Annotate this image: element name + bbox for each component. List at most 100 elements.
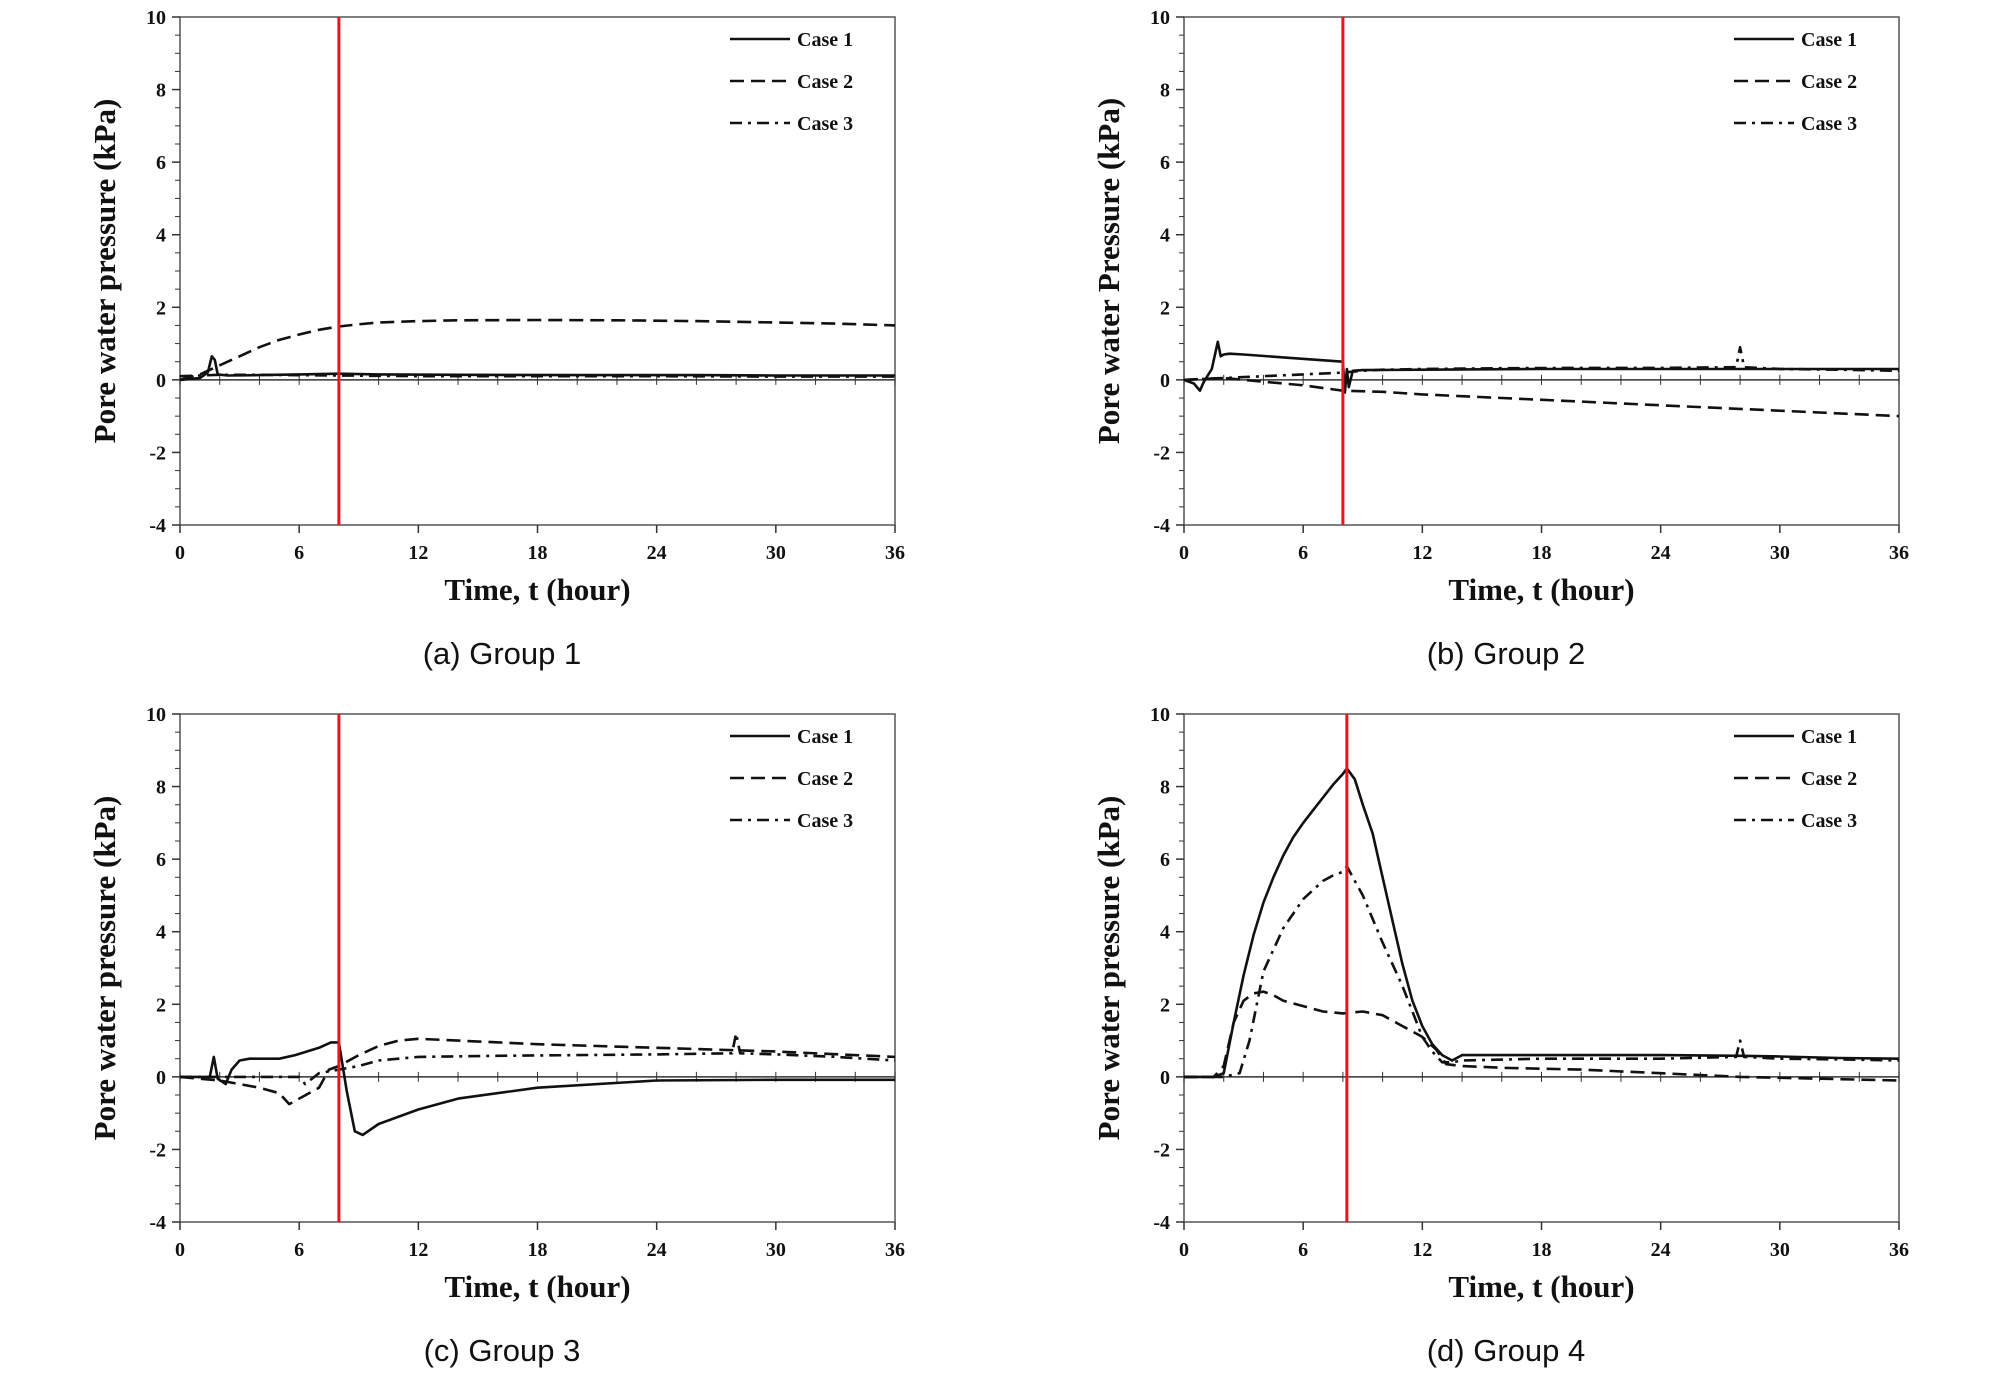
chart-plot: 0 6 12 18 24 30 36 10 8 6 4 2 0 -2 -4 Time, t (hour) Por… <box>1091 704 1909 1304</box>
y-tick-label: 4 <box>156 225 166 247</box>
legend-label: Case 3 <box>797 810 853 832</box>
series-line-case-2 <box>1184 990 1900 1082</box>
y-tick-label: 2 <box>156 994 166 1016</box>
x-tick-label: 6 <box>294 542 304 564</box>
legend-label: Case 1 <box>1801 29 1857 51</box>
x-tick-label: 30 <box>1770 1239 1790 1261</box>
chart-group-4: 0 6 12 18 24 30 36 10 8 6 4 2 0 -2 -4 Time, t (hour) Por… <box>1004 697 2008 1394</box>
x-tick-label: 24 <box>647 1239 667 1261</box>
y-tick-label: -2 <box>1153 1139 1170 1161</box>
chart-caption: (c) Group 3 <box>423 1333 581 1368</box>
x-tick-label: 36 <box>1889 542 1909 564</box>
y-tick-label: 2 <box>1160 994 1170 1016</box>
y-axis-title: Pore water pressure (kPa) <box>87 99 122 444</box>
x-tick-label: 18 <box>1532 1239 1552 1261</box>
y-tick-label: -4 <box>149 515 166 537</box>
x-tick-label: 24 <box>647 542 667 564</box>
y-tick-label: 2 <box>156 297 166 319</box>
x-tick-label: 30 <box>766 1239 786 1261</box>
series-line-case-3 <box>180 1031 896 1086</box>
y-tick-label: 0 <box>156 370 166 392</box>
y-tick-label: 6 <box>156 152 166 174</box>
y-tick-label: 10 <box>146 704 166 726</box>
y-tick-label: 0 <box>156 1067 166 1089</box>
x-axis-title: Time, t (hour) <box>444 572 630 607</box>
series-line-case-2 <box>1183 376 1900 418</box>
series-line-case-2 <box>179 1037 896 1106</box>
chart-group-1: 0 6 12 18 24 30 36 10 8 6 4 2 0 -2 -4 Time, t (hour) Por… <box>0 0 1004 697</box>
legend-label: Case 1 <box>797 726 853 748</box>
x-tick-label: 6 <box>1298 1239 1308 1261</box>
y-axis-title: Pore water pressure (kPa) <box>87 796 122 1141</box>
y-tick-label: -4 <box>1153 515 1170 537</box>
legend-label: Case 3 <box>797 113 853 135</box>
y-axis-title: Pore water Pressure (kPa) <box>1091 98 1126 444</box>
y-tick-label: 8 <box>156 80 166 102</box>
y-tick-label: 4 <box>156 922 166 944</box>
x-tick-label: 24 <box>1651 542 1671 564</box>
legend-label: Case 2 <box>797 768 853 790</box>
plot-frame <box>1183 713 1900 1223</box>
series-line-case-3 <box>1184 865 1900 1079</box>
plot-frame <box>179 713 896 1223</box>
series-line-case-2 <box>179 318 896 382</box>
legend-label: Case 3 <box>1801 810 1857 832</box>
x-tick-label: 6 <box>294 1239 304 1261</box>
y-tick-label: -2 <box>149 442 166 464</box>
y-tick-label: 8 <box>1160 80 1170 102</box>
chart-plot: 0 6 12 18 24 30 36 10 8 6 4 2 0 -2 -4 Time, t (hour) Por… <box>87 7 905 607</box>
y-tick-label: 0 <box>1160 370 1170 392</box>
y-tick-label: 6 <box>156 849 166 871</box>
legend-label: Case 1 <box>797 29 853 51</box>
x-tick-label: 18 <box>528 542 548 564</box>
x-tick-label: 18 <box>1532 542 1552 564</box>
legend-label: Case 3 <box>1801 113 1857 135</box>
y-tick-label: 0 <box>1160 1067 1170 1089</box>
x-tick-label: 36 <box>1889 1239 1909 1261</box>
y-tick-label: 10 <box>1150 704 1170 726</box>
x-tick-label: 6 <box>1298 542 1308 564</box>
series-line-case-1 <box>1184 767 1900 1079</box>
y-tick-label: 6 <box>1160 849 1170 871</box>
x-axis-title: Time, t (hour) <box>444 1269 630 1304</box>
x-tick-label: 36 <box>885 1239 905 1261</box>
plot-frame <box>1183 16 1900 526</box>
x-axis-title: Time, t (hour) <box>1448 572 1634 607</box>
y-axis-title: Pore water pressure (kPa) <box>1091 796 1126 1141</box>
plot-frame <box>179 16 896 526</box>
chart-caption: (d) Group 4 <box>1426 1333 1586 1368</box>
series-line-case-3 <box>1183 345 1900 382</box>
chart-group-3: 0 6 12 18 24 30 36 10 8 6 4 2 0 -2 -4 Time, t (hour) Por… <box>0 697 1004 1394</box>
x-tick-label: 12 <box>408 1239 428 1261</box>
y-tick-label: 2 <box>1160 297 1170 319</box>
legend-label: Case 2 <box>797 71 853 93</box>
x-tick-label: 30 <box>1770 542 1790 564</box>
x-tick-label: 18 <box>528 1239 548 1261</box>
x-tick-label: 12 <box>1412 1239 1432 1261</box>
y-tick-label: -2 <box>1153 442 1170 464</box>
legend-label: Case 2 <box>1801 768 1857 790</box>
y-tick-label: -4 <box>149 1212 166 1234</box>
y-tick-label: 8 <box>1160 777 1170 799</box>
y-tick-label: 8 <box>156 777 166 799</box>
x-tick-label: 0 <box>1179 1239 1189 1261</box>
y-tick-label: 6 <box>1160 152 1170 174</box>
x-axis-title: Time, t (hour) <box>1448 1269 1634 1304</box>
chart-plot: 0 6 12 18 24 30 36 10 8 6 4 2 0 -2 -4 Time, t (hour) Por… <box>87 704 905 1304</box>
x-tick-label: 36 <box>885 542 905 564</box>
y-tick-label: 4 <box>1160 225 1170 247</box>
chart-plot: 0 6 12 18 24 30 36 10 8 6 4 2 0 -2 -4 Time, t (hour) Por… <box>1091 7 1909 607</box>
x-tick-label: 0 <box>175 542 185 564</box>
x-tick-label: 12 <box>1412 542 1432 564</box>
series-line-case-1 <box>180 1041 895 1137</box>
y-tick-label: 10 <box>146 7 166 29</box>
legend-label: Case 2 <box>1801 71 1857 93</box>
x-tick-label: 12 <box>408 542 428 564</box>
x-tick-label: 0 <box>175 1239 185 1261</box>
y-tick-label: 4 <box>1160 922 1170 944</box>
series-line-case-3 <box>179 373 895 378</box>
x-tick-label: 24 <box>1651 1239 1671 1261</box>
legend-label: Case 1 <box>1801 726 1857 748</box>
chart-group-2: 0 6 12 18 24 30 36 10 8 6 4 2 0 -2 -4 Time, t (hour) Por… <box>1004 0 2008 697</box>
y-tick-label: -2 <box>149 1139 166 1161</box>
